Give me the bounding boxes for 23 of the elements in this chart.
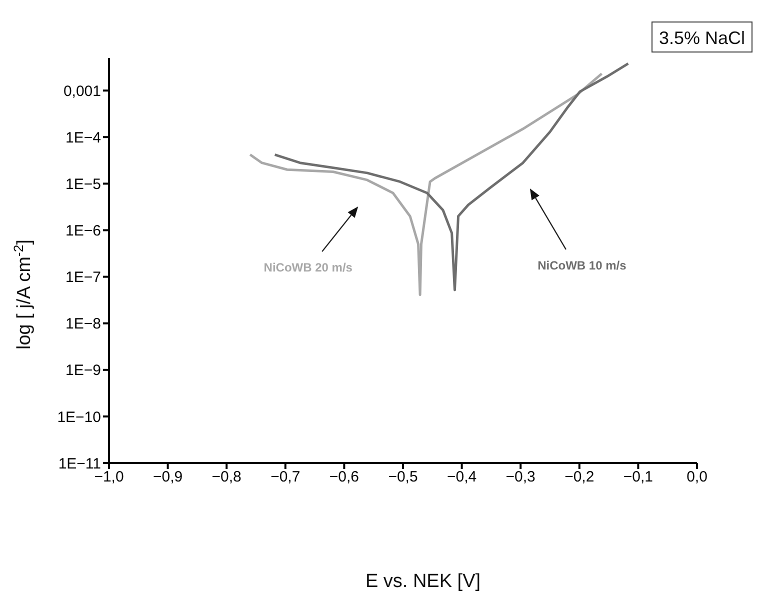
x-tick-label: −0,9: [152, 468, 183, 486]
y-tick-label: 1E−10: [57, 408, 101, 426]
x-axis-title: E vs. NEK [V]: [365, 571, 481, 592]
y-tick-label: 1E−4: [66, 129, 101, 146]
y-tick-label: 1E−6: [66, 222, 101, 240]
text: 3.5% NaCl: [658, 28, 746, 48]
x-tick-label: −0,7: [270, 468, 300, 486]
y-tick-label: 0,001: [63, 82, 101, 100]
x-tick-label: −0,5: [388, 468, 418, 486]
y-tick-label: 1E−5: [66, 176, 101, 193]
text: NiCoWB 20 m/s: [264, 260, 353, 274]
y-tick-label: 1E−9: [66, 362, 101, 380]
y-tick-label: 1E−8: [66, 316, 101, 333]
x-tick-label: −0,3: [506, 468, 536, 486]
y-tick-label: 1E−7: [66, 269, 101, 286]
x-tick-label: −0,1: [623, 468, 654, 486]
x-tick-label: −0,4: [446, 468, 477, 486]
line-series: [248, 72, 603, 296]
x-tick-label: 0,0: [686, 468, 708, 486]
x-tick-label: −0,2: [564, 468, 594, 486]
text: NiCoWB 10 m/s: [538, 258, 627, 272]
x-tick-label: −0,6: [329, 468, 360, 486]
x-tick-label: −0,8: [212, 468, 242, 486]
